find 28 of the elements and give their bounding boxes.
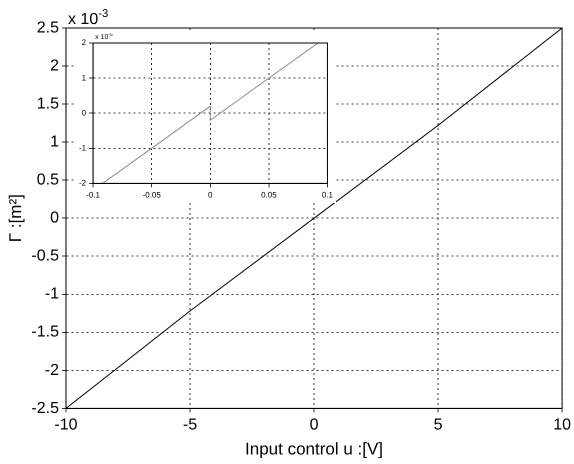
x-tick-label: 0: [208, 190, 214, 200]
x-tick-label: 10: [553, 416, 572, 434]
x-tick-label: -0.1: [86, 190, 101, 200]
y-tick-label: -2: [78, 178, 87, 188]
y-tick-label: 1.5: [36, 95, 60, 112]
y-tick-label: -2: [44, 362, 60, 379]
y-tick-label: 1: [50, 134, 60, 151]
y-tick-label: -1: [78, 144, 87, 153]
y-tick-label: -1.5: [31, 324, 60, 341]
x-tick-label: 0: [310, 416, 319, 434]
y-tick-label: 2.5: [36, 19, 60, 36]
y-tick-label: -1: [44, 286, 60, 303]
x-tick-label: -5: [182, 416, 198, 434]
y-tick-label: 0: [50, 210, 60, 227]
x-tick-label: 5: [434, 416, 443, 434]
y-tick-label: 2: [50, 57, 60, 74]
y-tick-label: -0.5: [31, 248, 60, 265]
y-tick-label: 2: [82, 38, 87, 48]
x-axis-title: Input control u :[V]: [245, 439, 384, 458]
y-tick-label: 1: [82, 73, 87, 82]
x-tick-label: -0.05: [142, 190, 162, 200]
x-tick-label: 0.05: [261, 190, 278, 200]
x-tick-label: -10: [54, 416, 78, 434]
y-tick-label: -2.5: [31, 400, 60, 417]
x-tick-label: 0.1: [322, 190, 334, 200]
y-tick-label: 0: [82, 108, 87, 118]
y-tick-label: 0.5: [36, 172, 60, 189]
y-axis-title: Γ :[m²]: [6, 194, 25, 242]
